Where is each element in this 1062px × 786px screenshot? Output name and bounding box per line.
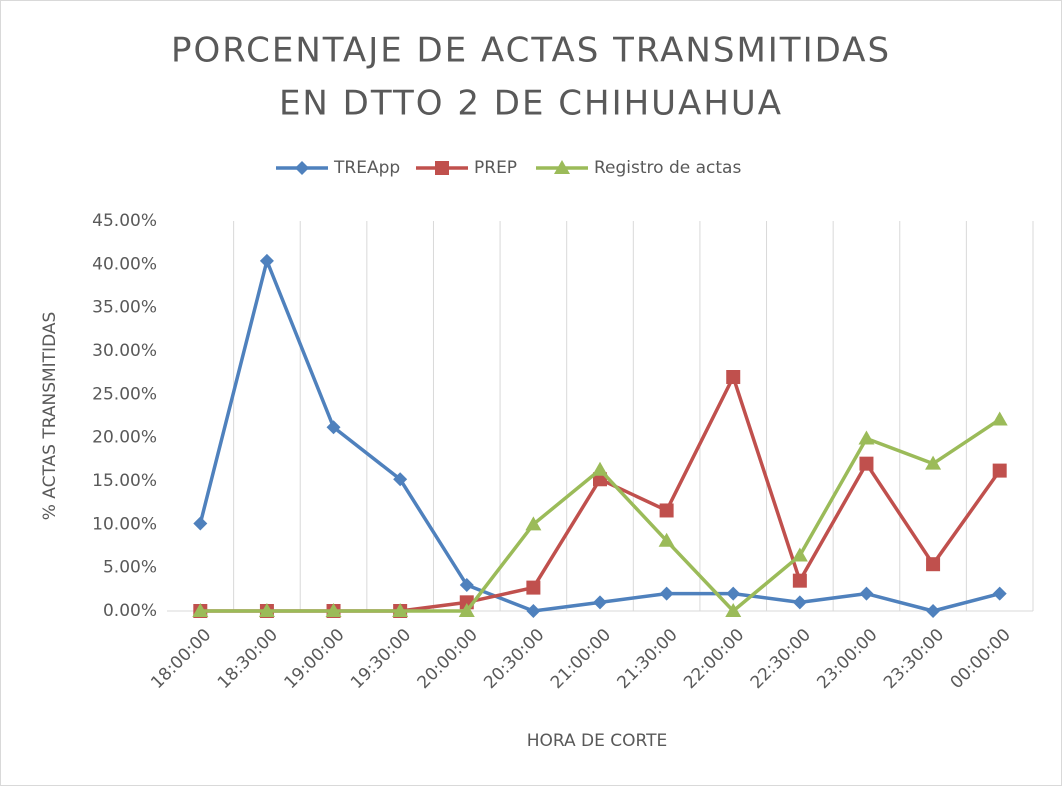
marker: [392, 603, 409, 617]
marker: [725, 603, 742, 617]
marker: [525, 516, 542, 531]
y-tick-label: 25.00%: [92, 384, 157, 404]
y-tick-label: 5.00%: [103, 558, 157, 578]
marker: [992, 586, 1007, 601]
marker: [859, 586, 874, 601]
legend-label: TREApp: [333, 158, 400, 178]
y-tick-label: 20.00%: [92, 428, 157, 448]
marker: [326, 420, 341, 435]
legend-label: Registro de actas: [594, 158, 741, 178]
marker: [592, 461, 608, 476]
marker: [926, 604, 941, 618]
marker: [659, 503, 674, 518]
marker: [792, 573, 807, 588]
chart-title: EN DTTO 2 DE CHIHUAHUA: [279, 84, 783, 124]
marker: [458, 603, 475, 617]
marker: [859, 456, 874, 471]
y-tick-label: 35.00%: [92, 298, 157, 318]
y-axis-label: % ACTAS TRANSMITIDAS: [40, 312, 60, 521]
x-axis-label: HORA DE CORTE: [527, 731, 668, 751]
y-tick-label: 10.00%: [92, 514, 157, 534]
marker: [593, 595, 607, 610]
marker: [926, 557, 941, 572]
marker: [259, 253, 274, 268]
marker: [459, 578, 474, 592]
marker: [258, 603, 275, 617]
marker: [658, 532, 675, 547]
marker: [659, 586, 674, 601]
marker: [992, 463, 1007, 478]
marker: [526, 604, 541, 618]
marker: [925, 455, 942, 470]
marker: [792, 595, 807, 610]
y-tick-label: 30.00%: [92, 341, 157, 361]
y-tick-label: 45.00%: [92, 211, 157, 231]
marker: [726, 370, 741, 384]
marker: [435, 161, 449, 175]
marker: [193, 516, 208, 531]
chart-title: PORCENTAJE DE ACTAS TRANSMITIDAS: [171, 31, 891, 71]
marker: [295, 161, 309, 175]
marker: [726, 586, 741, 601]
marker: [526, 580, 541, 595]
marker: [858, 430, 875, 445]
marker: [325, 603, 342, 617]
y-tick-label: 40.00%: [92, 254, 157, 274]
legend-label: PREP: [474, 158, 517, 178]
marker: [192, 603, 209, 617]
y-tick-label: 0.00%: [103, 601, 157, 621]
marker: [554, 160, 570, 174]
marker: [991, 411, 1008, 426]
marker: [393, 472, 408, 487]
marker: [791, 547, 808, 562]
y-tick-label: 15.00%: [92, 471, 157, 491]
